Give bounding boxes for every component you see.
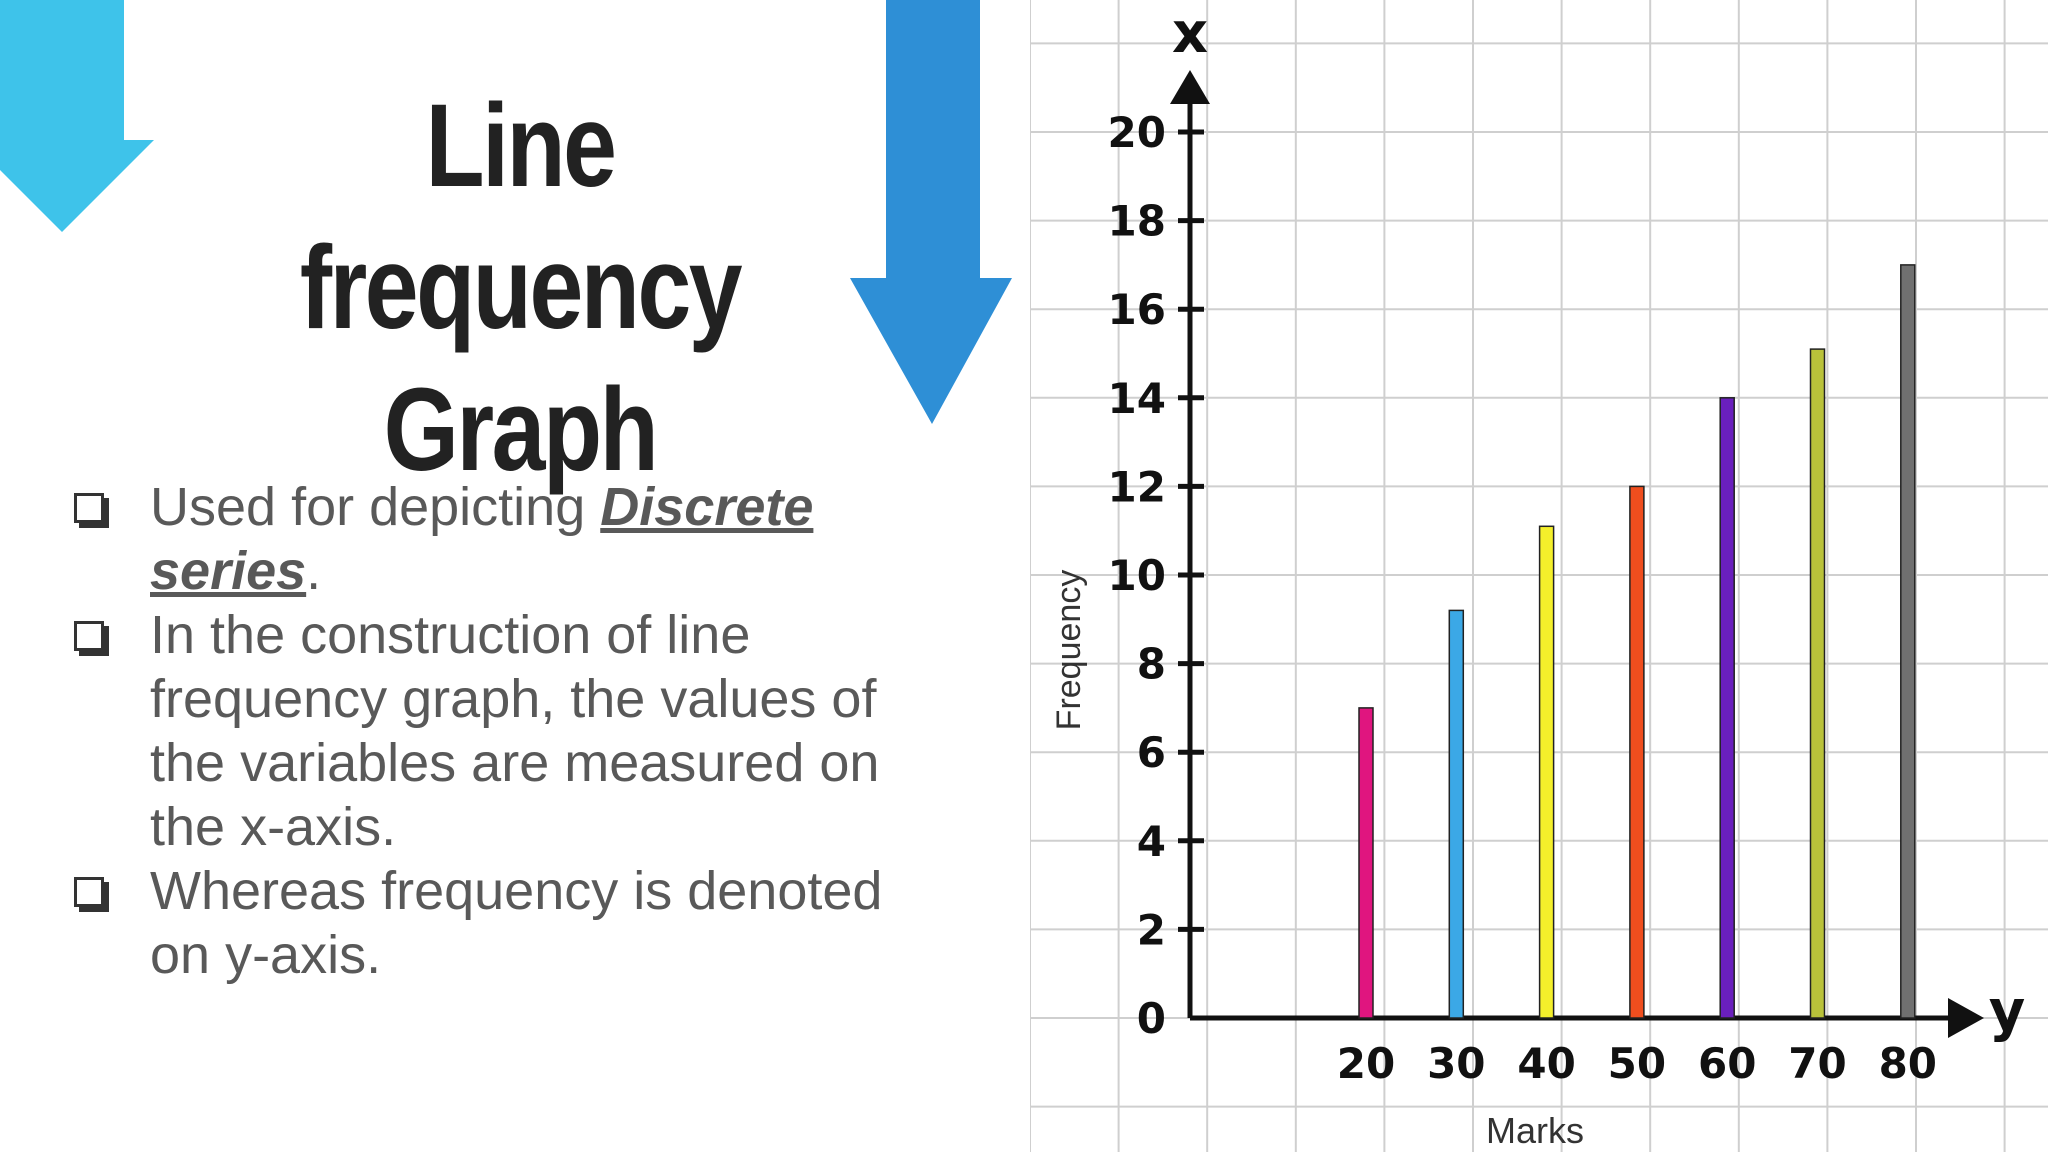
title-line-1: Line frequency [299,80,743,354]
x-tick-label: 60 [1698,1039,1756,1088]
vertical-axis-letter: x [1172,1,1208,66]
title-line-2: Graph [383,364,659,496]
x-axis-arrow-icon [1948,998,1984,1038]
x-tick-labels: 20 30 40 50 60 70 80 [1337,1039,1937,1088]
bar-30 [1448,609,1465,1019]
x-tick-label: 80 [1879,1039,1937,1088]
bar-50 [1629,485,1645,1019]
bullet-list: Used for depicting Discrete series. In t… [70,475,950,987]
bar-70 [1809,348,1826,1019]
y-tick-label: 14 [1108,374,1166,423]
discrete-series-emphasis: Discrete series [150,477,814,601]
checkbox-bullet-icon [74,493,104,523]
bullet-text-end: . [306,541,322,601]
checkbox-bullet-icon [74,877,104,907]
chart-bars [1358,264,1916,1019]
arrow-down-icon [0,0,154,232]
x-tick-label: 20 [1337,1039,1395,1088]
y-tick-label: 0 [1137,994,1166,1043]
y-tick-label: 20 [1108,108,1166,157]
x-tick-label: 40 [1517,1039,1575,1088]
bullet-item: Whereas frequency is denoted on y-axis. [70,859,950,987]
bullet-text: Whereas frequency is denoted on y-axis. [150,861,883,985]
y-tick-label: 2 [1137,905,1166,954]
x-tick-label: 70 [1788,1039,1846,1088]
checkbox-bullet-icon [74,621,104,651]
bullet-item: In the construction of line frequency gr… [70,603,950,859]
y-tick-label: 6 [1137,728,1166,777]
bullet-text: Used for depicting [150,477,601,537]
slide-text-panel: Line frequency Graph Used for depicting … [0,0,1012,987]
y-tick-label: 10 [1108,551,1166,600]
page-title: Line frequency Graph [217,75,824,501]
x-tick-label: 30 [1427,1039,1485,1088]
horizontal-axis-letter: y [1989,979,2026,1044]
y-tick-label: 4 [1137,817,1166,866]
line-frequency-chart: 0 2 4 6 8 10 12 14 16 18 20 20 30 40 50 60 70 80 Frequen… [1030,0,2048,1152]
y-tick-labels: 0 2 4 6 8 10 12 14 16 18 20 [1108,108,1204,1043]
bar-60 [1719,397,1735,1019]
y-tick-label: 16 [1108,285,1166,334]
bullet-text: In the construction of line frequency gr… [150,605,880,857]
y-tick-label: 8 [1137,640,1166,689]
bar-80 [1900,264,1916,1019]
x-tick-label: 50 [1608,1039,1666,1088]
y-axis-label: Frequency [1050,570,1088,731]
bullet-item: Used for depicting Discrete series. [70,475,950,603]
x-axis-label: Marks [1486,1110,1584,1151]
y-tick-label: 18 [1108,197,1166,246]
arrow-down-icon [850,0,1012,424]
bar-20 [1358,707,1374,1019]
y-tick-label: 12 [1108,462,1166,511]
y-axis-arrow-icon [1170,70,1210,104]
bar-40 [1538,525,1555,1019]
